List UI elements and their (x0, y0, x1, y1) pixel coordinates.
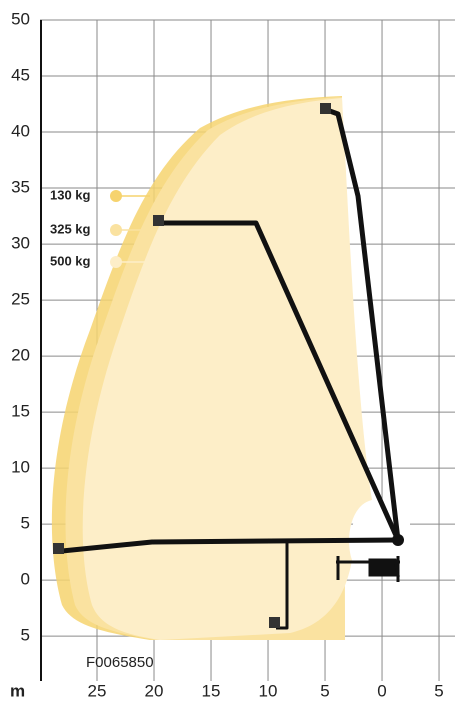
y-tick-label: 10 (11, 458, 30, 477)
legend-label: 130 kg (50, 187, 91, 202)
platform (153, 215, 164, 226)
reach-envelopes (51, 96, 410, 640)
y-axis (40, 20, 42, 681)
base-clearance (350, 500, 410, 562)
y-tick-label: 30 (11, 234, 30, 253)
legend-dot (110, 190, 122, 202)
platform (320, 103, 331, 114)
upper-boom (326, 107, 401, 541)
legend-markers (110, 190, 150, 268)
platform (53, 543, 64, 554)
y-tick-label: 15 (11, 402, 30, 421)
y-tick-label: 25 (11, 290, 30, 309)
x-tick-label: 10 (259, 681, 278, 700)
x-tick-label: 0 (377, 681, 386, 700)
x-tick-label: 5 (434, 681, 443, 700)
x-tick-label: 25 (88, 681, 107, 700)
platform (269, 617, 280, 628)
y-tick-label: 5 (21, 626, 30, 645)
legend-dot (110, 224, 122, 236)
y-tick-label: 40 (11, 122, 30, 141)
x-unit: m (10, 681, 25, 700)
legend-label: 500 kg (50, 253, 91, 268)
y-tick-label: 20 (11, 346, 30, 365)
turret (392, 534, 404, 546)
x-tick-label: 5 (320, 681, 329, 700)
boom (53, 103, 404, 630)
y-tick-label: 35 (11, 178, 30, 197)
y-tick-label: 0 (21, 570, 30, 589)
legend-label: 325 kg (50, 221, 91, 236)
x-tick-label: 15 (202, 681, 221, 700)
chassis (336, 556, 400, 582)
envelope-500kg (82, 98, 372, 640)
middle-boom (160, 220, 401, 542)
y-tick-label: 50 (11, 9, 30, 28)
lower-boom (61, 537, 399, 554)
x-tick-label: 20 (145, 681, 164, 700)
legend-dot (110, 256, 122, 268)
y-tick-label: 45 (11, 66, 30, 85)
y-tick-label: 5 (21, 514, 30, 533)
drawing-code: F0065850 (86, 654, 154, 671)
